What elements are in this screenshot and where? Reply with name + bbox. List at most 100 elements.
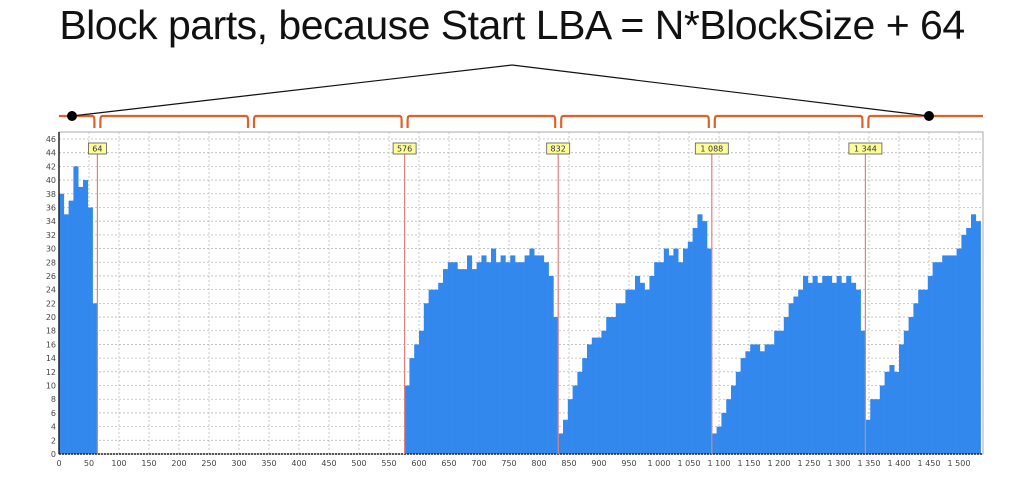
- histogram-bar: [769, 344, 775, 454]
- x-tick-label: 1 350: [858, 459, 881, 468]
- y-tick-label: 26: [46, 272, 56, 281]
- histogram-bar: [404, 385, 410, 454]
- histogram-bar: [798, 289, 804, 454]
- marker-label-box: [848, 142, 883, 155]
- histogram-bar: [423, 303, 429, 454]
- histogram-bar: [558, 433, 564, 454]
- histogram-bar: [707, 248, 713, 454]
- marker-label-box: [546, 142, 571, 155]
- histogram-bar: [788, 303, 794, 454]
- histogram-bar: [692, 228, 698, 454]
- histogram-bar: [908, 317, 914, 454]
- y-tick-label: 6: [51, 409, 56, 418]
- x-tick-label: 750: [501, 459, 516, 468]
- block-bracket-line: [59, 114, 983, 128]
- histogram-bar: [755, 344, 761, 454]
- histogram-bar: [510, 255, 516, 454]
- histogram-bar: [764, 344, 770, 454]
- histogram-bar: [577, 371, 583, 454]
- histogram-bar: [534, 255, 540, 454]
- histogram-bar: [428, 289, 434, 454]
- histogram-bar: [663, 248, 669, 454]
- x-tick-label: 250: [201, 459, 216, 468]
- histogram-bar: [524, 255, 530, 454]
- x-tick-label: 1 300: [828, 459, 851, 468]
- histogram-bar: [519, 262, 525, 454]
- histogram-bar: [841, 282, 847, 454]
- histogram-bar: [697, 214, 703, 454]
- histogram-bar: [942, 255, 948, 454]
- histogram-bar: [884, 371, 890, 454]
- histogram-bar: [625, 289, 631, 454]
- histogram-bar: [659, 262, 665, 454]
- histogram-bar: [611, 317, 617, 454]
- histogram-bar: [913, 303, 919, 454]
- histogram-bar: [553, 317, 559, 454]
- histogram-bar: [702, 221, 708, 454]
- histogram-bar: [529, 248, 535, 454]
- x-tick-label: 1 500: [948, 459, 971, 468]
- x-tick-label: 0: [56, 459, 61, 468]
- x-tick-label: 800: [531, 459, 546, 468]
- histogram-bar: [726, 399, 732, 454]
- x-tick-label: 1 050: [678, 459, 701, 468]
- y-tick-label: 24: [46, 286, 56, 295]
- histogram-bar: [59, 193, 65, 455]
- histogram-bar: [774, 330, 780, 454]
- histogram-bar: [971, 214, 977, 454]
- x-tick-label: 100: [111, 459, 126, 468]
- histogram-bar: [495, 262, 501, 454]
- histogram-bar: [68, 200, 74, 454]
- y-tick-label: 46: [46, 135, 56, 144]
- connector-dot-left: [67, 111, 77, 121]
- marker-label-box: [88, 142, 107, 155]
- histogram-bar: [750, 344, 756, 454]
- x-tick-label: 850: [561, 459, 576, 468]
- histogram-bar: [433, 289, 439, 454]
- histogram-bar: [975, 221, 981, 454]
- histogram-bar: [414, 344, 420, 454]
- histogram-bar: [83, 180, 89, 454]
- histogram-bar: [486, 262, 492, 454]
- histogram-bar: [812, 275, 818, 454]
- x-tick-label: 1 100: [708, 459, 731, 468]
- histogram-bar: [639, 282, 645, 454]
- y-tick-label: 2: [51, 436, 56, 445]
- x-tick-label: 500: [351, 459, 366, 468]
- connector-line-right: [511, 64, 930, 117]
- histogram-bar: [548, 275, 554, 454]
- histogram-bar: [831, 282, 837, 454]
- histogram-bar: [563, 419, 569, 454]
- marker-label: 576: [397, 145, 412, 154]
- x-tick-label: 1 150: [738, 459, 761, 468]
- histogram-bar: [447, 262, 453, 454]
- histogram-bar: [855, 289, 861, 454]
- histogram-bar: [918, 289, 924, 454]
- histogram-bar: [779, 330, 785, 454]
- y-tick-label: 18: [46, 327, 56, 336]
- histogram-bar: [721, 412, 727, 454]
- y-tick-label: 8: [51, 395, 56, 404]
- marker-label: 1 344: [854, 145, 877, 154]
- histogram-bar: [817, 282, 823, 454]
- histogram-bar: [956, 248, 962, 454]
- histogram-bar: [457, 269, 463, 454]
- histogram-bar: [879, 385, 885, 454]
- x-tick-label: 950: [621, 459, 636, 468]
- y-tick-label: 32: [46, 231, 56, 240]
- y-tick-label: 10: [46, 382, 56, 391]
- y-tick-label: 40: [46, 176, 56, 185]
- histogram-bar: [860, 330, 866, 454]
- histogram-bar: [481, 255, 487, 454]
- x-tick-label: 1 400: [888, 459, 911, 468]
- histogram-bar: [716, 426, 722, 454]
- y-tick-label: 14: [46, 354, 56, 363]
- histogram-bar: [683, 248, 689, 454]
- y-tick-label: 4: [51, 423, 56, 432]
- histogram-bar: [601, 330, 607, 454]
- y-tick-label: 42: [46, 162, 56, 171]
- histogram-bar: [923, 289, 929, 454]
- histogram-bar: [620, 303, 626, 454]
- y-tick-label: 34: [46, 217, 56, 226]
